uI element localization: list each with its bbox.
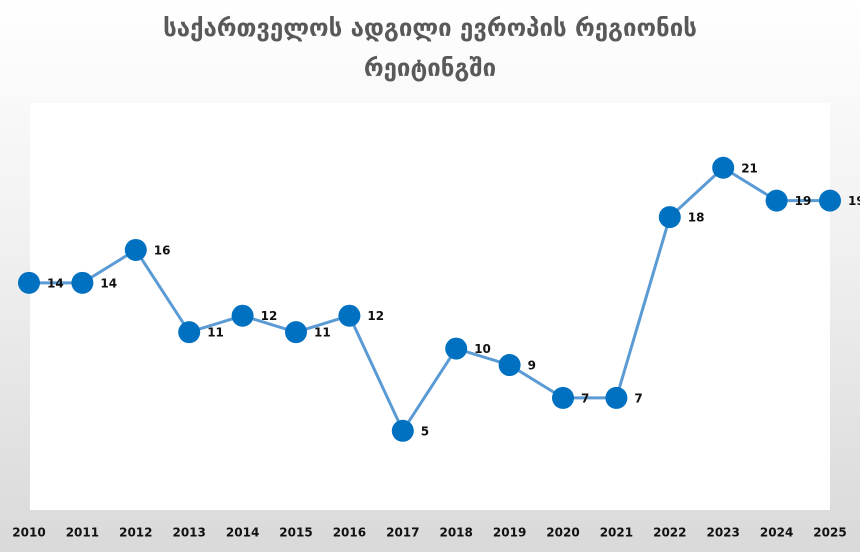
data-label: 14 [47,276,64,290]
x-tick-label: 2024 [760,526,793,540]
x-tick-label: 2014 [226,526,259,540]
marker [231,304,254,327]
marker [445,337,468,360]
x-tick-label: 2021 [600,526,633,540]
marker [498,354,521,377]
marker [819,189,841,212]
data-label: 10 [474,342,491,356]
data-label: 11 [314,326,331,340]
line [29,165,830,434]
x-tick-label: 2025 [813,526,846,540]
marker [285,321,307,344]
marker [18,271,40,294]
data-label: 11 [207,326,224,340]
marker [391,419,414,442]
data-label: 19 [848,194,860,208]
data-label: 7 [634,391,642,405]
x-tick-label: 2010 [12,526,45,540]
x-tick-label: 2012 [119,526,152,540]
marker [71,271,94,294]
x-tick-label: 2016 [333,526,366,540]
x-tick-label: 2020 [546,526,579,540]
marker [338,304,361,327]
data-label: 7 [581,391,589,405]
x-tick-label: 2018 [439,526,472,540]
x-tick-label: 2015 [279,526,312,540]
data-label: 12 [367,309,384,323]
marker [178,321,201,344]
data-label: 14 [100,276,117,290]
marker [765,189,788,212]
marker [552,386,574,409]
marker [605,386,628,409]
x-tick-label: 2022 [653,526,686,540]
x-tick-label: 2023 [706,526,739,540]
data-label: 9 [528,359,536,373]
data-label: 19 [795,194,812,208]
chart-title: საქართველოს ადგილი ევროპის რეგიონის რეიტ… [163,14,697,82]
plot-area [30,103,830,510]
x-tick-label: 2019 [493,526,526,540]
x-tick-label: 2013 [172,526,205,540]
data-label: 12 [261,309,278,323]
x-tick-label: 2017 [386,526,419,540]
data-label: 21 [741,161,758,175]
data-label: 16 [154,243,171,257]
marker [124,238,147,261]
marker [658,206,681,229]
data-label: 18 [688,211,705,225]
data-label: 5 [421,424,429,438]
x-tick-label: 2011 [66,526,99,540]
marker [712,156,735,179]
